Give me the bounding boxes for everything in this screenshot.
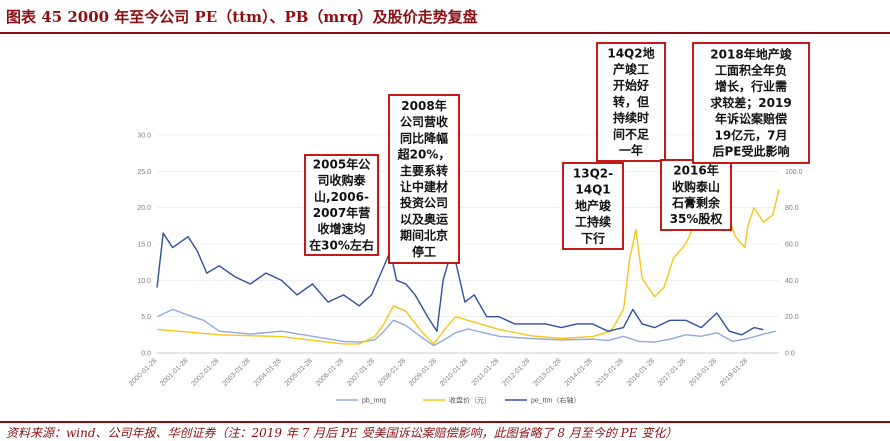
x-tick-label: 2006-01-28	[315, 357, 345, 387]
x-tick-label: 2000-01-28	[128, 357, 158, 387]
chart-title: 图表 45 2000 年至今公司 PE（ttm）、PB（mrq）及股价走势复盘	[6, 8, 478, 26]
annotation-boxes: 2005年公司收购泰山,2006-2007年营收增速均在30%左右 2008年公司…	[304, 42, 810, 264]
x-tick-label: 2007-01-28	[346, 357, 376, 387]
left-tick-label: 30.0	[137, 133, 151, 140]
series-line-2	[156, 232, 764, 336]
annotation-box: 13Q2-14Q1 地产竣工持续下行	[562, 162, 624, 250]
annotation-text: 13Q2-14Q1 地产竣工持续下行	[573, 167, 613, 246]
left-tick-label: 20.0	[137, 205, 151, 212]
right-tick-label: 100.0	[785, 169, 803, 176]
footer-rule	[0, 421, 890, 423]
x-tick-label: 2004-01-28	[253, 357, 283, 387]
x-tick-label: 2019-01-28	[719, 357, 749, 387]
left-tick-label: 5.0	[141, 314, 151, 321]
source-note: 资料来源：wind、公司年报、华创证券（注：2019 年 7 月后 PE 受美国…	[6, 426, 678, 440]
annotation-text: 2018年地产竣工面积全年负增长，行业需求较差；2019 年诉讼案赔偿 19亿元，7…	[710, 46, 792, 158]
x-tick-label: 2017-01-28	[657, 357, 687, 387]
legend-label: pb_mrq	[362, 398, 386, 405]
x-tick-label: 2005-01-28	[284, 357, 314, 387]
legend-label: 收盘价（元）	[449, 396, 491, 405]
left-tick-label: 25.0	[137, 169, 151, 176]
legend-label: pe_ttm（右轴）	[531, 396, 580, 405]
annotation-text: 2005年公司收购泰山,2006-2007年营收增速均在30%左右	[309, 156, 374, 252]
left-tick-label: 10.0	[137, 278, 151, 285]
annotation-box: 2018年地产竣工面积全年负增长，行业需求较差；2019 年诉讼案赔偿 19亿元，7…	[692, 42, 810, 164]
x-tick-label: 2012-01-28	[501, 357, 531, 387]
x-tick-label: 2013-01-28	[532, 357, 562, 387]
left-axis-ticks: 0.0 5.0 10.0 15.0 20.0 25.0 30.0	[137, 133, 151, 358]
annotation-text: 2008年公司营收同比降幅超20%，主要系转让中建材投资公司以及奥运期间北京停工	[397, 98, 451, 259]
x-tick-label: 2015-01-28	[595, 357, 625, 387]
right-tick-label: 20.0	[785, 314, 799, 321]
x-tick-label: 2003-01-28	[221, 357, 251, 387]
x-axis-ticks: 2000-01-28 2001-01-28 2002-01-28 2003-01-28…	[128, 352, 779, 388]
x-tick-label: 2016-01-28	[626, 357, 656, 387]
right-tick-label: 80.0	[785, 205, 799, 212]
left-tick-label: 15.0	[137, 242, 151, 249]
x-tick-label: 2002-01-28	[190, 357, 220, 387]
annotation-text: 14Q2地产竣工开始好转，但持续时间不足一年	[607, 45, 654, 157]
annotation-box: 2008年公司营收同比降幅超20%，主要系转让中建材投资公司以及奥运期间北京停工	[388, 94, 460, 264]
annotation-text: 2016年收购泰山石膏剩余 35%股权	[670, 163, 724, 227]
right-tick-label: 60.0	[785, 242, 799, 249]
left-tick-label: 0.0	[141, 351, 151, 358]
header-rule	[0, 32, 890, 34]
right-tick-label: 0.0	[785, 351, 795, 358]
annotation-box: 2016年收购泰山石膏剩余 35%股权	[660, 159, 732, 231]
x-tick-label: 2018-01-28	[688, 357, 718, 387]
x-tick-label: 2001-01-28	[159, 357, 189, 387]
right-tick-label: 40.0	[785, 278, 799, 285]
x-tick-label: 2011-01-28	[471, 357, 501, 387]
annotation-box: 2005年公司收购泰山,2006-2007年营收增速均在30%左右	[304, 154, 379, 256]
annotation-box: 14Q2地产竣工开始好转，但持续时间不足一年	[596, 42, 666, 162]
x-tick-label: 2008-01-28	[377, 357, 407, 387]
x-tick-label: 2010-01-28	[439, 357, 469, 387]
x-tick-label: 2009-01-28	[408, 357, 438, 387]
legend: pb_mrq 收盘价（元） pe_ttm（右轴）	[336, 396, 580, 405]
x-tick-label: 2014-01-28	[564, 357, 594, 387]
series-line-0	[156, 308, 777, 347]
